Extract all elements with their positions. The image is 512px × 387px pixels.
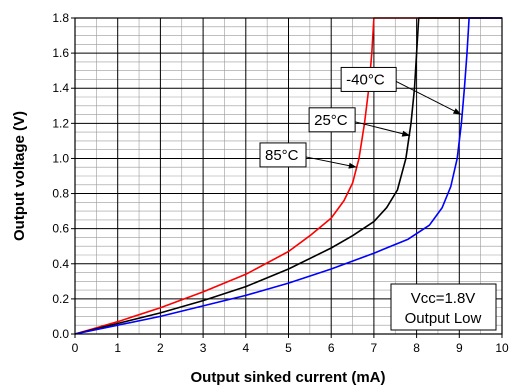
condition-note-box [390, 283, 497, 331]
y-tick-label: 1.6 [52, 46, 69, 60]
x-tick-label: 0 [72, 341, 79, 355]
annotation-arrowhead [401, 130, 411, 137]
annotation-1: 25°C [308, 107, 411, 137]
annotation-label: 25°C [314, 112, 348, 129]
x-tick-label: 1 [114, 341, 121, 355]
annotation-box [308, 107, 356, 133]
annotation-arrow-line [305, 156, 357, 168]
annotation-arrowhead [452, 108, 462, 115]
x-tick-label: 7 [371, 341, 378, 355]
annotation-2: 85°C [259, 142, 357, 169]
annotation-label: 85°C [265, 147, 299, 164]
condition-note: Vcc=1.8V Output Low [390, 283, 497, 331]
x-axis-ticks: 0 1 2 3 4 5 6 7 8 9 10 [72, 334, 509, 355]
series-line-2 [74, 17, 502, 335]
annotation-0: -40°C [340, 66, 462, 116]
x-tick-label: 6 [328, 341, 335, 355]
x-tick-label: 2 [157, 341, 164, 355]
y-tick-label: 1.4 [52, 81, 69, 95]
x-axis-title: Output sinked current (mA) [190, 369, 385, 386]
y-axis-ticks: 0.0 0.2 0.4 0.6 0.8 1.0 1.2 1.4 1.6 1.8 [52, 11, 75, 341]
annotation-box [259, 142, 307, 168]
x-tick-label: 5 [285, 341, 292, 355]
x-tick-label: 9 [456, 341, 463, 355]
y-tick-label: 1.8 [52, 11, 69, 25]
y-tick-label: 0.6 [52, 222, 69, 236]
annotation-arrow-line [395, 80, 462, 116]
y-tick-label: 0.8 [52, 187, 69, 201]
condition-note-line-1: Vcc=1.8V [411, 290, 476, 307]
y-tick-label: 0.2 [52, 292, 69, 306]
annotations: -40°C 25°C 85°C [259, 66, 462, 169]
y-tick-label: 0.0 [52, 327, 69, 341]
x-tick-label: 10 [495, 341, 509, 355]
annotation-arrow-line [354, 121, 411, 137]
y-tick-label: 1.2 [52, 116, 69, 130]
x-tick-label: 3 [200, 341, 207, 355]
x-tick-label: 8 [413, 341, 420, 355]
y-tick-label: 1.0 [52, 151, 69, 165]
series-line-1 [74, 17, 502, 335]
y-axis-title: Output voltage (V) [11, 111, 28, 241]
annotation-box [340, 66, 397, 92]
condition-note-line-2: Output Low [405, 310, 482, 327]
annotation-arrowhead [348, 162, 357, 169]
major-grid [75, 18, 502, 334]
annotation-label: -40°C [346, 71, 385, 88]
y-tick-label: 0.4 [52, 257, 69, 271]
x-tick-label: 4 [242, 341, 249, 355]
